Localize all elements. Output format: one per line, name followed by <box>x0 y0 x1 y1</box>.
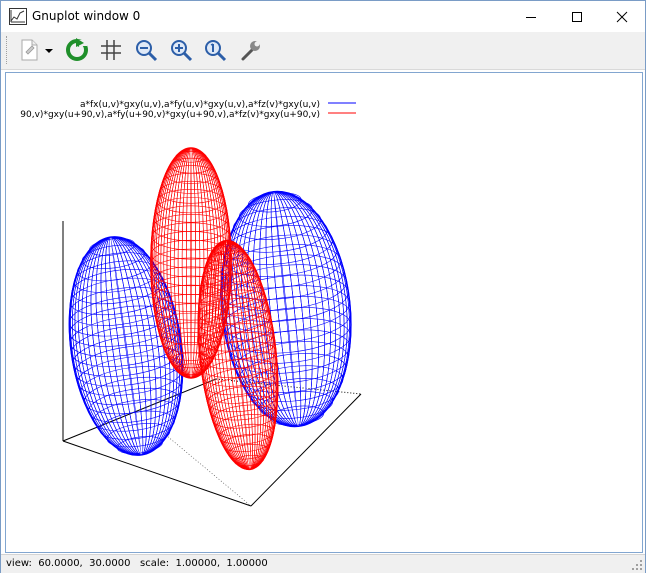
wrench-icon <box>241 41 260 61</box>
legend-label-2: 90,v)*gxy(u+90,v),a*fy(u+90,v)*gxy(u+90,… <box>20 110 320 120</box>
plot-area[interactable]: a*fx(u,v)*gxy(u,v),a*fy(u,v)*gxy(u,v),a*… <box>5 72 643 553</box>
toolbar <box>1 32 645 70</box>
resize-grip-icon[interactable] <box>631 559 643 571</box>
x-axis <box>62 440 252 507</box>
minimize-icon <box>526 17 536 18</box>
copy-print-button[interactable] <box>15 36 43 64</box>
zoom-out-icon <box>136 40 158 62</box>
grid-button[interactable] <box>97 36 125 64</box>
window-title: Gnuplot window 0 <box>32 9 141 23</box>
status-bar: view: 60.0000, 30.0000 scale: 1.00000, 1… <box>1 554 645 573</box>
autoscale-button[interactable] <box>201 36 229 64</box>
zoom-next-button[interactable] <box>167 36 195 64</box>
blue-surface-left <box>68 236 184 456</box>
axes-box <box>62 221 362 507</box>
copy-print-dropdown[interactable] <box>41 36 55 64</box>
blue-surface-right <box>220 190 352 428</box>
red-surface-upper <box>150 147 232 379</box>
zoom-previous-button[interactable] <box>132 36 160 64</box>
toolbar-grip[interactable] <box>6 36 9 64</box>
status-view-scale: view: 60.0000, 30.0000 scale: 1.00000, 1… <box>6 558 268 569</box>
document-icon <box>21 39 38 61</box>
dropdown-arrow-icon <box>45 49 53 53</box>
title-bar[interactable]: Gnuplot window 0 <box>1 1 645 32</box>
grid-icon <box>101 40 121 60</box>
gnuplot-app-icon <box>9 8 27 25</box>
close-button[interactable] <box>599 1 645 32</box>
replot-button[interactable] <box>63 36 91 64</box>
minimize-button[interactable] <box>508 1 554 32</box>
back-axis <box>62 378 217 442</box>
options-button[interactable] <box>237 36 265 64</box>
refresh-icon <box>66 38 88 61</box>
y-axis <box>250 393 362 507</box>
close-icon <box>616 11 628 23</box>
red-surface-lower <box>197 239 279 471</box>
maximize-icon <box>572 12 582 22</box>
plot-canvas: a*fx(u,v)*gxy(u,v),a*fy(u,v)*gxy(u,v),a*… <box>20 100 362 507</box>
zoom-reset-icon <box>205 40 227 62</box>
zoom-in-icon <box>171 40 193 62</box>
maximize-button[interactable] <box>554 1 600 32</box>
legend-label-1: a*fx(u,v)*gxy(u,v),a*fy(u,v)*gxy(u,v),a*… <box>80 100 320 110</box>
